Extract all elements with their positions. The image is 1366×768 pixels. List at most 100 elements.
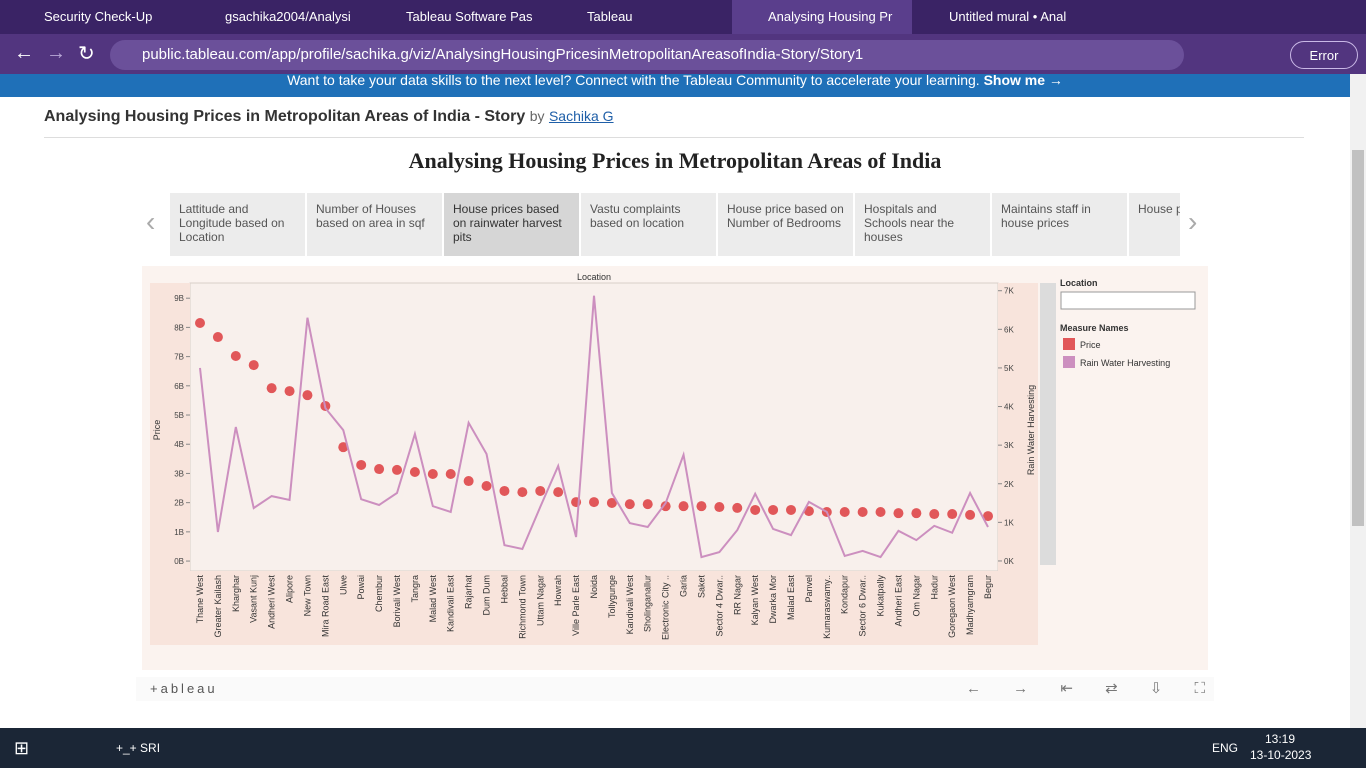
x-tick-label: Vasant Kunj bbox=[249, 575, 259, 623]
point bbox=[553, 487, 564, 498]
tableau-toolbar: +ableau ← → ⇤ ⇄ ⇩ ⛶ bbox=[136, 677, 1214, 701]
start-button[interactable]: ⊞ bbox=[14, 738, 30, 758]
next-arrow[interactable]: › bbox=[1188, 206, 1198, 237]
language[interactable]: ENG bbox=[1212, 741, 1239, 755]
y-tick-label: 9B bbox=[174, 294, 184, 303]
browser-tab[interactable]: Security Check-Up bbox=[44, 9, 153, 24]
x-tick-label: Kandivali West bbox=[625, 575, 635, 635]
story-title: Analysing Housing Prices in Metropolitan… bbox=[408, 148, 942, 173]
point bbox=[965, 509, 976, 520]
point bbox=[392, 464, 402, 475]
point bbox=[266, 383, 277, 394]
x-tick-label: Tangra bbox=[410, 575, 420, 603]
point bbox=[517, 487, 528, 498]
y2-tick-label: 5K bbox=[1004, 364, 1014, 373]
x-tick-label: Garia bbox=[679, 575, 689, 597]
story-point[interactable]: House price based on Number of Bedrooms bbox=[718, 193, 853, 256]
point bbox=[606, 497, 617, 508]
point bbox=[356, 459, 367, 470]
browser-tab[interactable]: Analysing Housing Pr bbox=[732, 0, 912, 34]
point bbox=[947, 509, 958, 520]
story-point[interactable]: Number of Houses based on area in sqf bbox=[307, 193, 442, 256]
toolbar-icons[interactable]: ← → ⇤ ⇄ ⇩ ⛶ bbox=[966, 680, 1220, 697]
url-field[interactable]: public.tableau.com/app/profile/sachika.g… bbox=[110, 40, 1184, 70]
error-button[interactable]: Error bbox=[1290, 41, 1358, 69]
y2-axis-band bbox=[998, 283, 1038, 571]
point bbox=[893, 508, 904, 519]
point bbox=[875, 506, 886, 517]
x-tick-label: Kalyan West bbox=[750, 575, 760, 626]
browser-tab[interactable]: Tableau bbox=[587, 9, 633, 24]
x-tick-label: Ulwe bbox=[338, 575, 348, 595]
banner-link[interactable]: Show me → bbox=[983, 74, 1063, 88]
point bbox=[302, 390, 313, 401]
search-label[interactable]: +_+ SRI bbox=[116, 741, 161, 755]
story-point[interactable]: House prices based on rainwater harvest … bbox=[444, 193, 579, 256]
author-link[interactable]: Sachika G bbox=[548, 108, 614, 124]
viz-header: Analysing Housing Prices in Metropolitan… bbox=[44, 108, 614, 126]
x-tick-label: Kumaraswamy.. bbox=[822, 575, 832, 639]
x-tick-label: Kondapur bbox=[840, 575, 850, 614]
browser-tab[interactable]: Untitled mural • Anal bbox=[949, 9, 1067, 24]
browser-tab[interactable]: Tableau Software Pas bbox=[406, 9, 533, 24]
point bbox=[463, 476, 474, 487]
x-tick-label: Andheri West bbox=[267, 575, 277, 629]
x-tick-label: Tollygunge bbox=[607, 575, 617, 618]
point bbox=[678, 501, 689, 512]
point bbox=[230, 351, 241, 362]
legend-title: Measure Names bbox=[1060, 323, 1129, 333]
scroll-track bbox=[1040, 283, 1056, 565]
story-point[interactable]: House p intercom bbox=[1129, 193, 1180, 256]
clock-date[interactable]: 13-10-2023 bbox=[1250, 748, 1312, 762]
series-line bbox=[199, 295, 989, 559]
point bbox=[212, 332, 223, 343]
prev-arrow[interactable]: ‹ bbox=[146, 206, 156, 237]
banner: Want to take your data skills to the nex… bbox=[0, 74, 1350, 97]
x-tick-label: Malad East bbox=[786, 575, 796, 621]
plot-area bbox=[189, 282, 999, 572]
x-tick-label: Andheri East bbox=[893, 575, 903, 627]
filter-box[interactable] bbox=[1060, 291, 1196, 310]
x-tick-label: Hebbal bbox=[499, 575, 509, 604]
scroll-thumb[interactable] bbox=[1352, 150, 1364, 526]
story-point[interactable]: Lattitude and Longitude based on Locatio… bbox=[170, 193, 305, 256]
point bbox=[481, 481, 492, 492]
point bbox=[714, 502, 725, 513]
filter-title: Location bbox=[1060, 278, 1098, 288]
x-tick-label: Thane West bbox=[195, 575, 205, 624]
x-axis-title: Location bbox=[577, 272, 611, 282]
story-point[interactable]: Maintains staff in house prices bbox=[992, 193, 1127, 256]
story-point[interactable]: Vastu complaints based on location bbox=[581, 193, 716, 256]
legend-label: Rain Water Harvesting bbox=[1080, 358, 1170, 368]
forward-button[interactable]: → bbox=[46, 42, 66, 64]
x-tick-label: Begur bbox=[983, 575, 993, 599]
x-tick-label: Alipore bbox=[285, 575, 295, 603]
x-tick-label: Rajarhat bbox=[464, 575, 474, 610]
back-button[interactable]: ← bbox=[14, 42, 34, 64]
y2-tick-label: 0K bbox=[1004, 557, 1014, 566]
clock-time[interactable]: 13:19 bbox=[1265, 732, 1296, 746]
point bbox=[624, 499, 635, 510]
y2-tick-label: 7K bbox=[1004, 287, 1014, 296]
y-axis-title: Price bbox=[152, 420, 162, 441]
reload-button[interactable]: ↻ bbox=[78, 43, 95, 65]
point bbox=[696, 501, 707, 512]
tableau-logo[interactable]: +ableau bbox=[150, 681, 218, 696]
point bbox=[660, 501, 671, 512]
x-tick-label: Noida bbox=[589, 575, 599, 599]
point bbox=[589, 497, 599, 508]
point bbox=[284, 386, 295, 397]
x-tick-label: Malad West bbox=[428, 575, 438, 623]
browser-tab[interactable]: gsachika2004/Analysi bbox=[225, 9, 351, 24]
x-tick-label: Electronic City .. bbox=[661, 575, 671, 640]
y-tick-label: 6B bbox=[174, 382, 184, 391]
story-point[interactable]: Hospitals and Schools near the houses bbox=[855, 193, 990, 256]
y2-tick-label: 4K bbox=[1004, 403, 1014, 412]
x-tick-label: Kandivali East bbox=[446, 575, 456, 633]
y2-tick-label: 1K bbox=[1004, 518, 1014, 527]
point bbox=[338, 442, 349, 453]
x-tick-label: Chembur bbox=[374, 575, 384, 612]
point bbox=[857, 506, 868, 517]
x-tick-label: Madhyamgram bbox=[965, 575, 975, 635]
